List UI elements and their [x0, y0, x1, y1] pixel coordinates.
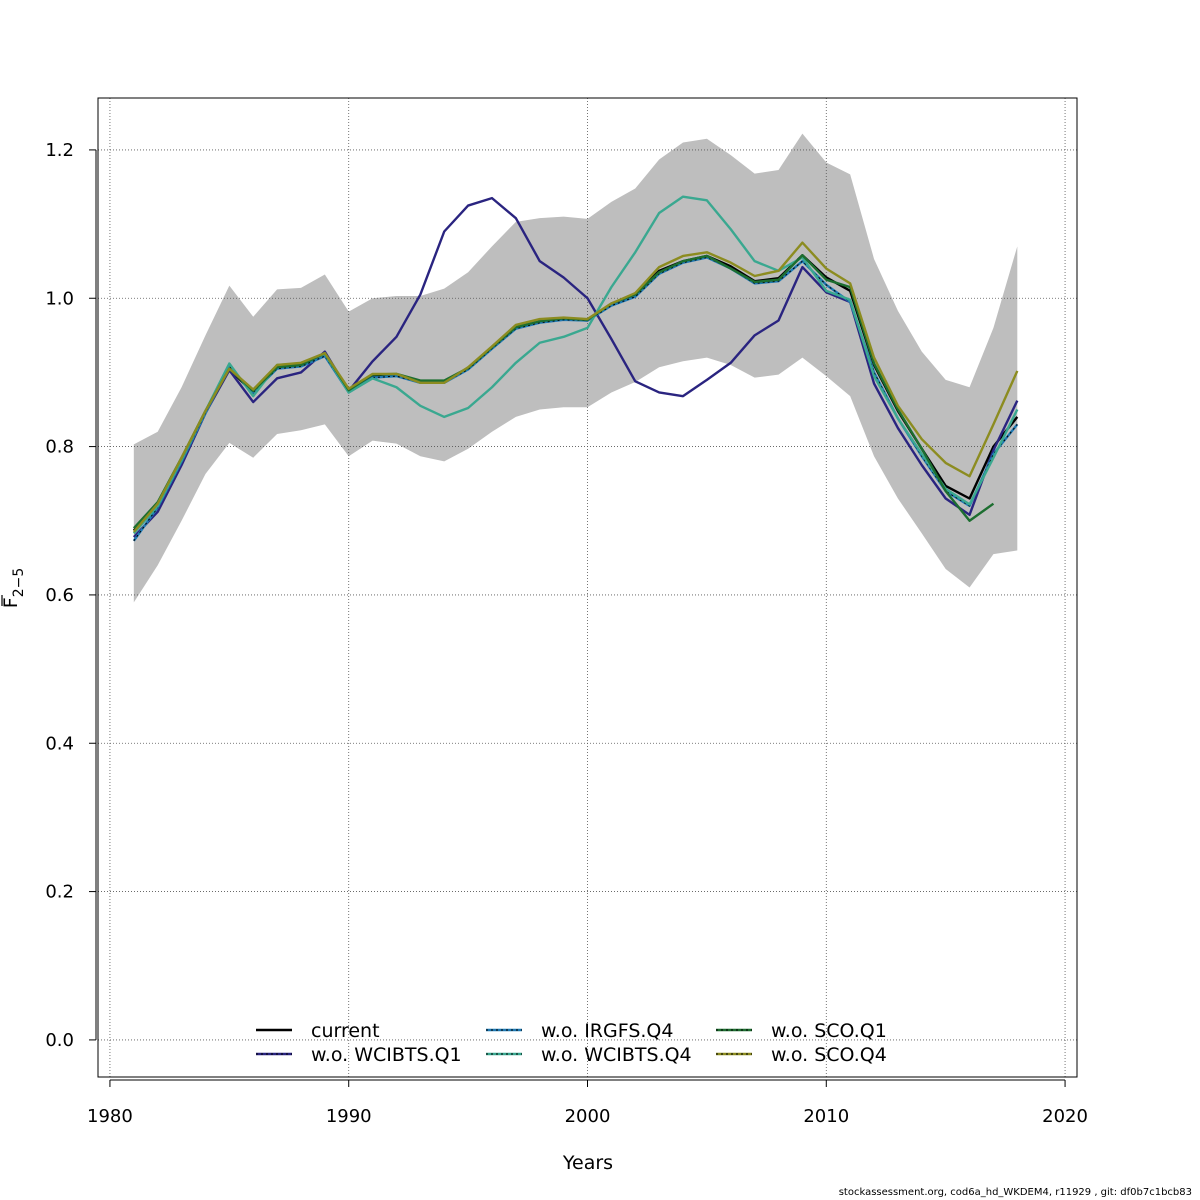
legend-label-5: w.o. SCO.Q1 [771, 1020, 887, 1042]
x-axis: 1980 1990 2000 2010 2020 [87, 1079, 1088, 1127]
x-tick-label: 1980 [87, 1106, 133, 1127]
x-axis-title: Years [562, 1152, 613, 1174]
y-tick-label: 0.0 [45, 1030, 74, 1051]
x-tick-label: 1990 [326, 1106, 372, 1127]
svg-text:F2−5: F2−5 [0, 568, 27, 608]
y-tick-label: 0.2 [45, 882, 74, 903]
x-tick-label: 2000 [565, 1106, 611, 1127]
y-tick-label: 0.8 [45, 437, 74, 458]
legend-label-6: w.o. SCO.Q4 [771, 1044, 887, 1066]
y-tick-label: 0.4 [45, 733, 74, 754]
legend-label-4: w.o. WCIBTS.Q4 [541, 1044, 692, 1066]
x-tick-label: 2020 [1042, 1106, 1088, 1127]
x-tick-label: 2010 [803, 1106, 849, 1127]
y-axis-title-sub: 2−5 [11, 568, 27, 598]
y-axis-title: F2−5 [0, 568, 27, 608]
footer-credit: stockassessment.org, cod6a_hd_WKDEM4, r1… [838, 1187, 1192, 1198]
y-tick-label: 1.2 [45, 140, 74, 161]
series-line-2 [132, 196, 1019, 538]
plot-frame [97, 97, 1078, 1078]
series-lines [132, 195, 1019, 542]
y-tick-label: 0.6 [45, 585, 74, 606]
legend-label-2: w.o. WCIBTS.Q1 [311, 1044, 462, 1066]
y-axis-title-main: F [0, 597, 22, 608]
confidence-band [133, 133, 1018, 603]
y-tick-label: 1.0 [45, 288, 74, 309]
y-axis: 0.0 0.2 0.4 0.6 0.8 1.0 1.2 [45, 140, 97, 1051]
confidence-band-area [133, 133, 1018, 603]
series-line-6 [132, 241, 1019, 533]
legend-label-1: current [311, 1020, 380, 1042]
legend-label-3: w.o. IRGFS.Q4 [541, 1020, 673, 1042]
